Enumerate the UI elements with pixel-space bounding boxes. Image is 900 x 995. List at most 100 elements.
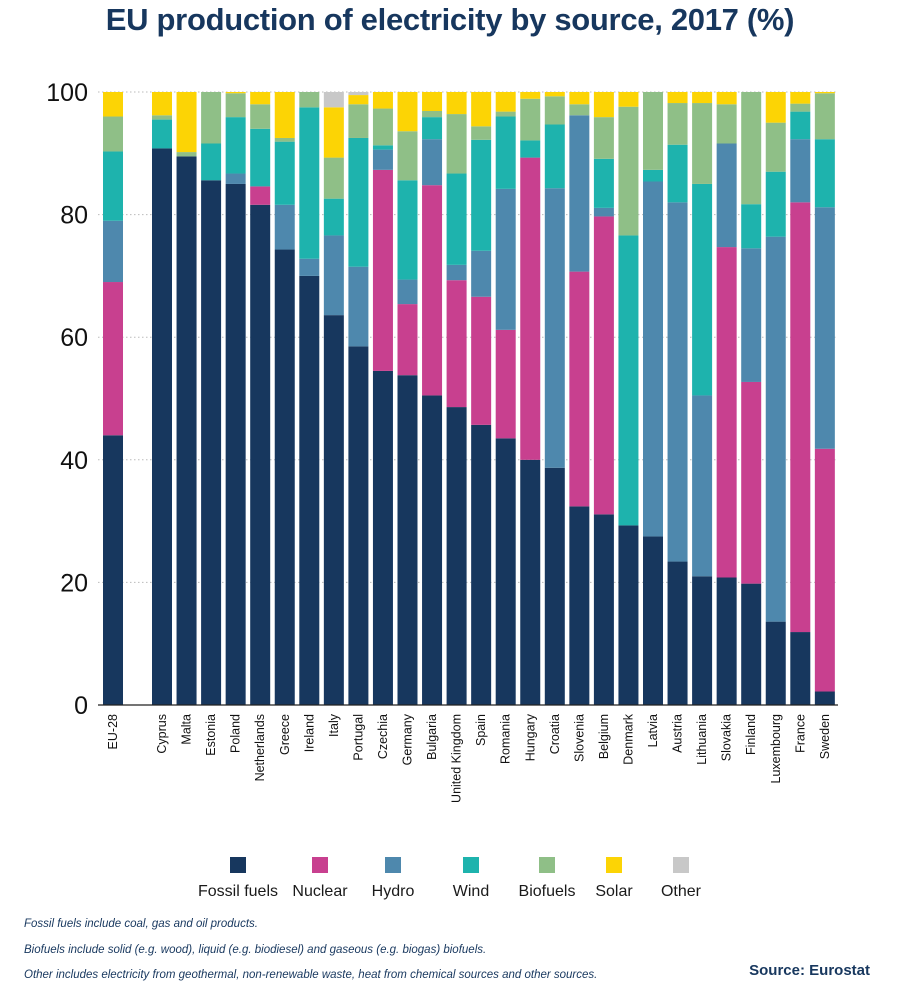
bar-stack-eu-28: [103, 92, 123, 705]
bar-luxembourg-hydro: [765, 236, 786, 622]
bar-bulgaria-hydro: [422, 139, 443, 186]
bar-slovenia-biofuels: [569, 104, 590, 116]
bar-stack-germany: [397, 92, 418, 705]
bar-bulgaria-nuclear: [422, 185, 443, 396]
bar-eu-28-wind: [103, 151, 123, 221]
bar-eu-28-hydro: [103, 220, 123, 283]
bar-eu-28-nuclear: [103, 282, 123, 436]
bar-finland-nuclear: [741, 381, 762, 584]
x-label-eu-28: EU-28: [106, 714, 120, 749]
bar-slovenia-solar: [569, 92, 590, 105]
bar-germany-biofuels: [397, 131, 418, 181]
bar-portugal-hydro: [348, 266, 369, 347]
bar-greece-hydro: [274, 204, 295, 250]
footnote-fossil: Fossil fuels include coal, gas and oil p…: [24, 918, 258, 930]
bar-slovakia-fossil-fuels: [716, 577, 737, 705]
x-label-greece: Greece: [278, 714, 292, 755]
bar-denmark-solar: [618, 92, 639, 107]
bar-stack-ireland: [299, 92, 320, 705]
chart-title: EU production of electricity by source, …: [105, 2, 795, 37]
x-label-estonia: Estonia: [204, 714, 218, 756]
bar-poland-fossil-fuels: [225, 183, 246, 705]
x-label-bulgaria: Bulgaria: [425, 714, 439, 760]
legend-swatch-biofuels: [539, 857, 555, 873]
x-label-germany: Germany: [401, 713, 415, 765]
bar-united-kingdom-biofuels: [446, 114, 467, 174]
bar-czechia-nuclear: [372, 169, 393, 371]
bar-malta-biofuels: [176, 152, 197, 157]
gridlines: [98, 91, 838, 583]
bar-germany-fossil-fuels: [397, 375, 418, 705]
bar-czechia-wind: [372, 145, 393, 150]
legend-swatch-wind: [463, 857, 479, 873]
x-label-slovenia: Slovenia: [572, 714, 586, 762]
bar-finland-fossil-fuels: [741, 583, 762, 705]
bar-stack-slovenia: [569, 92, 590, 705]
legend-swatch-hydro: [385, 857, 401, 873]
bars: [103, 92, 835, 706]
bar-stack-poland: [225, 92, 246, 705]
x-axis-category-labels: EU-28 Cyprus Malta Estonia Poland Netherlands…: [106, 713, 832, 803]
bar-italy-hydro: [323, 235, 344, 316]
y-tick-label-40: 40: [60, 447, 88, 475]
bar-greece-fossil-fuels: [274, 249, 295, 705]
bar-romania-biofuels: [495, 111, 516, 117]
bar-stack-hungary: [520, 92, 541, 705]
bar-sweden-fossil-fuels: [814, 691, 835, 705]
footnote-biofuels: Biofuels include solid (e.g. wood), liqu…: [24, 943, 487, 956]
bar-stack-estonia: [201, 92, 222, 706]
bar-spain-biofuels: [471, 126, 492, 140]
bar-ireland-wind: [299, 107, 320, 259]
bar-france-fossil-fuels: [790, 632, 811, 705]
bar-italy-biofuels: [323, 157, 344, 199]
bar-hungary-solar: [520, 92, 541, 99]
bar-cyprus-biofuels: [152, 115, 172, 120]
bar-latvia-fossil-fuels: [643, 536, 663, 705]
bar-spain-fossil-fuels: [471, 424, 492, 705]
bar-belgium-nuclear: [593, 216, 614, 515]
x-label-united-kingdom: United Kingdom: [450, 714, 464, 803]
bar-hungary-biofuels: [520, 98, 541, 141]
stacked-bar-chart: 0 20 40 60 80 100 EU-28 Cyprus Malta Estonia Pola…: [46, 79, 838, 900]
bar-hungary-fossil-fuels: [520, 459, 541, 705]
bar-eu-28-biofuels: [103, 116, 123, 152]
bar-denmark-fossil-fuels: [618, 525, 639, 705]
bar-stack-france: [790, 92, 811, 705]
bar-stack-lithuania: [692, 92, 713, 705]
bar-stack-cyprus: [152, 92, 172, 705]
bar-malta-fossil-fuels: [176, 156, 197, 706]
bar-czechia-solar: [372, 92, 393, 109]
source-credit: Source: Eurostat: [749, 962, 870, 979]
bar-poland-wind: [225, 117, 246, 174]
x-label-luxembourg: Luxembourg: [769, 714, 783, 784]
bar-lithuania-fossil-fuels: [692, 576, 713, 705]
bar-lithuania-hydro: [692, 395, 713, 577]
bar-lithuania-solar: [692, 92, 713, 104]
bar-cyprus-wind: [152, 119, 172, 149]
bar-stack-czechia: [372, 92, 393, 705]
bar-netherlands-solar: [250, 92, 271, 105]
bar-slovakia-solar: [716, 92, 737, 105]
bar-united-kingdom-hydro: [446, 264, 467, 281]
bar-sweden-wind: [814, 139, 835, 208]
bar-sweden-nuclear: [814, 448, 835, 692]
bar-estonia-wind: [201, 143, 222, 181]
bar-belgium-wind: [593, 158, 614, 208]
legend-label-fossil-fuels: Fossil fuels: [198, 883, 278, 900]
bar-czechia-fossil-fuels: [372, 370, 393, 705]
bar-cyprus-solar: [152, 92, 172, 116]
bar-stack-sweden: [814, 92, 835, 705]
bar-latvia-hydro: [643, 181, 663, 537]
bar-eu-28-fossil-fuels: [103, 435, 123, 705]
x-label-czechia: Czechia: [376, 714, 390, 759]
bar-stack-austria: [667, 92, 688, 705]
legend-swatch-nuclear: [312, 857, 328, 873]
bar-lithuania-wind: [692, 183, 713, 396]
bar-hungary-nuclear: [520, 157, 541, 460]
bar-bulgaria-fossil-fuels: [422, 395, 443, 705]
bar-stack-italy: [323, 92, 344, 705]
bar-estonia-biofuels: [201, 92, 222, 144]
bar-netherlands-biofuels: [250, 104, 271, 129]
bar-stack-greece: [274, 92, 295, 705]
bar-ireland-fossil-fuels: [299, 275, 320, 705]
